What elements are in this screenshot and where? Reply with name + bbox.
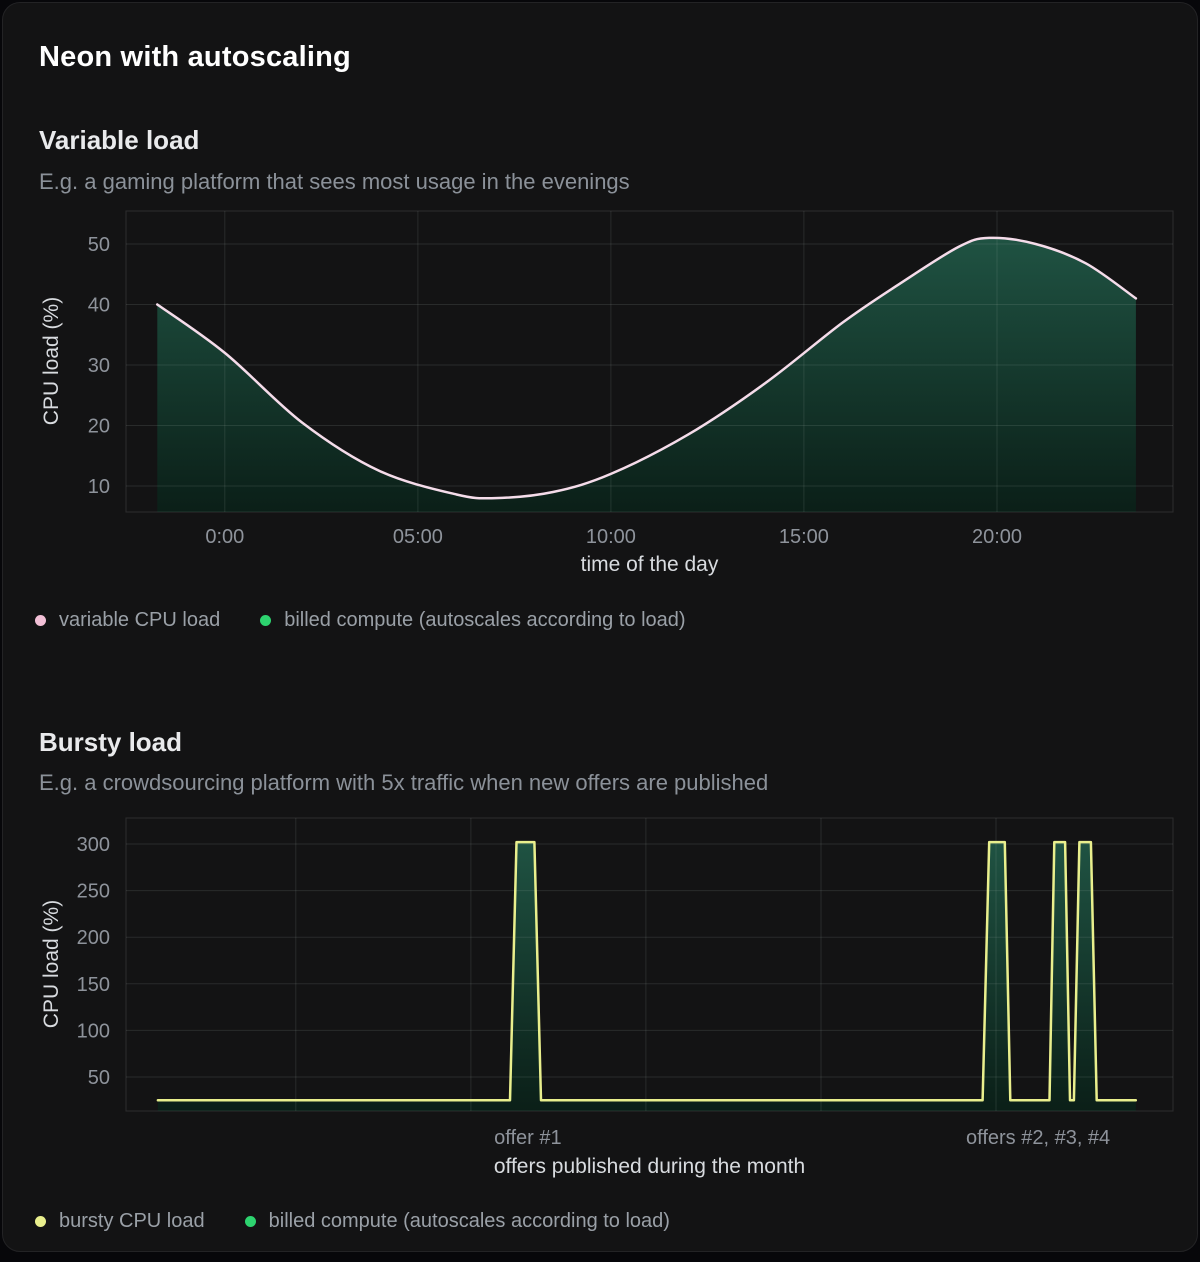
legend-item-billed-compute: billed compute (autoscales according to …	[244, 1210, 670, 1233]
x-tick-label: 10:00	[586, 526, 636, 548]
x-tick-label: offers #2, #3, #4	[966, 1127, 1110, 1149]
y-tick-label: 40	[88, 295, 110, 317]
y-tick-label: 30	[88, 355, 110, 377]
y-tick-label: 100	[77, 1020, 110, 1042]
legend-label: bursty CPU load	[59, 1210, 205, 1232]
x-tick-label: 15:00	[779, 526, 829, 548]
legend-label: billed compute (autoscales according to …	[268, 1210, 670, 1232]
legend-label: billed compute (autoscales according to …	[284, 609, 686, 631]
bursty-load-legend: bursty CPU load billed compute (autoscal…	[35, 1210, 670, 1233]
bursty-load-line	[156, 840, 1138, 1102]
variable-load-subtitle: E.g. a gaming platform that sees most us…	[39, 169, 630, 194]
variable-load-line	[156, 236, 1138, 500]
plot-border	[125, 817, 1174, 1112]
x-tick-label: 20:00	[972, 526, 1022, 548]
y-tick-label: 300	[77, 834, 110, 856]
y-tick-label: 10	[88, 476, 110, 498]
green-dot-icon	[244, 1216, 256, 1227]
y-tick-label: 150	[77, 974, 110, 996]
x-tick-label: 0:00	[205, 526, 244, 548]
bursty-load-chart: 50 100 150 200 250 300 offer #1 offers #2, #3, …	[77, 817, 1174, 1149]
y-tick-label: 50	[88, 234, 110, 256]
yellow-dot-icon	[35, 1216, 46, 1227]
bursty-load-subtitle: E.g. a crowdsourcing platform with 5x tr…	[39, 770, 769, 795]
legend-item-billed-compute: billed compute (autoscales according to …	[260, 609, 686, 632]
bursty-load-heading: Bursty load	[39, 727, 183, 757]
pink-dot-icon	[35, 615, 46, 626]
variable-load-heading: Variable load	[39, 125, 200, 155]
variable-load-area	[157, 237, 1136, 512]
y-tick-label: 20	[88, 416, 110, 438]
x-tick-label: 05:00	[393, 526, 443, 548]
green-dot-icon	[260, 615, 272, 626]
variable-load-x-axis-title: time of the day	[580, 553, 719, 576]
plot-border	[125, 210, 1174, 513]
variable-load-chart: 10 20 30 40 50 0:00 05:00 10:00 15:00 20:00	[88, 210, 1174, 548]
legend-item-variable-cpu-load: variable CPU load	[35, 609, 220, 632]
legend-item-bursty-cpu-load: bursty CPU load	[35, 1210, 205, 1233]
y-tick-label: 50	[88, 1067, 110, 1089]
y-tick-label: 200	[77, 927, 110, 949]
variable-load-legend: variable CPU load billed compute (autosc…	[35, 609, 686, 632]
bursty-load-x-axis-title: offers published during the month	[493, 1155, 806, 1178]
legend-label: variable CPU load	[59, 609, 221, 631]
page-title: Neon with autoscaling	[39, 41, 351, 73]
y-tick-label: 250	[77, 881, 110, 903]
x-tick-label: offer #1	[494, 1127, 561, 1149]
